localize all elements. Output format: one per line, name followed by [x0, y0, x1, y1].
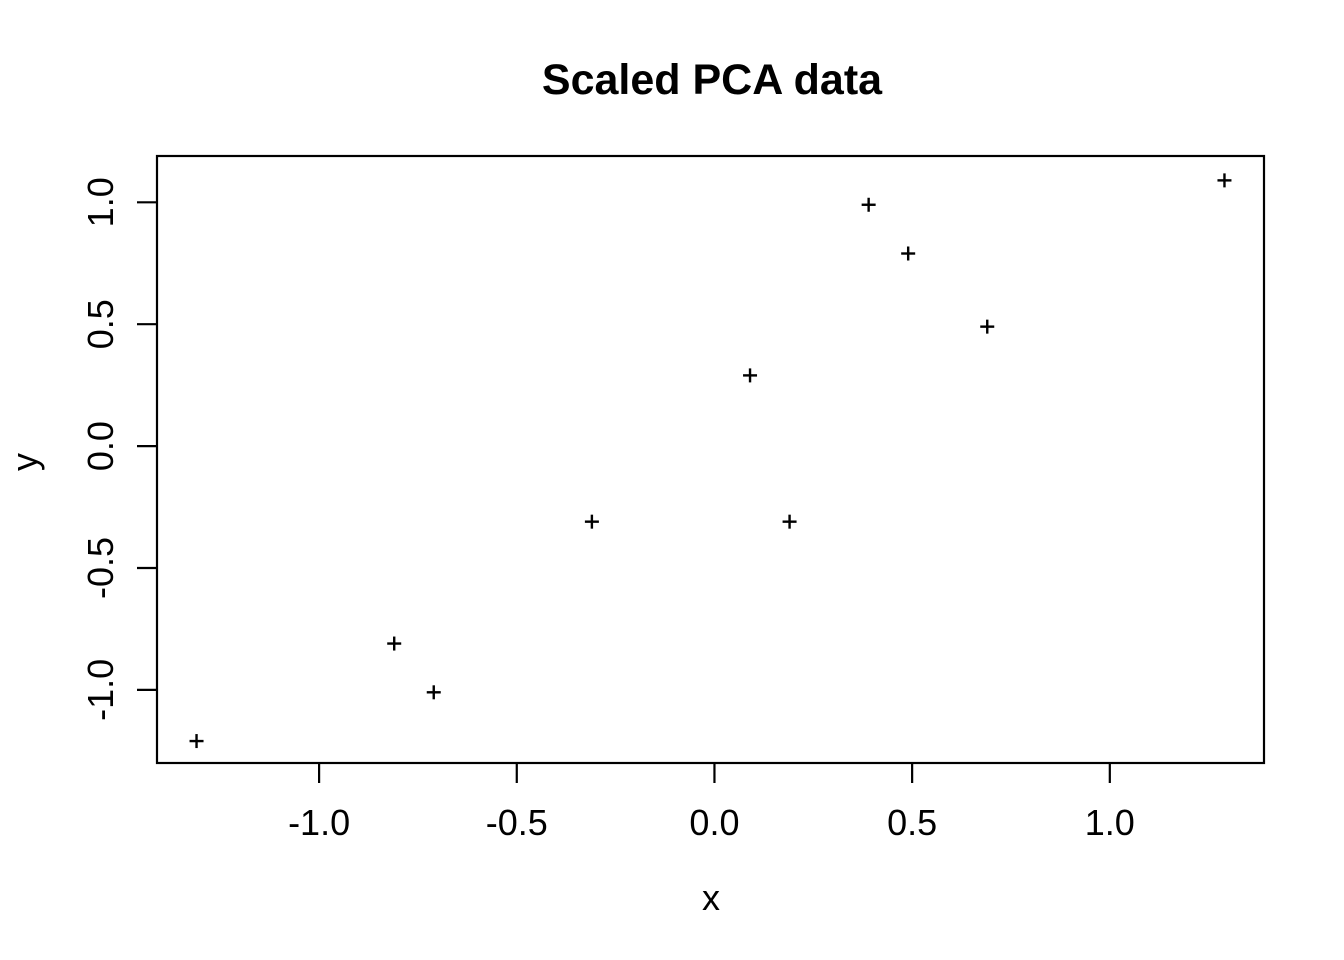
y-axis-tick-label: 0.5 [80, 299, 121, 349]
plot-frame [155, 154, 1266, 765]
x-axis-tick-label: -0.5 [486, 802, 548, 843]
data-point-marker [743, 368, 758, 383]
data-point-marker [861, 197, 876, 212]
data-point-marker [782, 514, 797, 529]
y-axis-tick-label: 1.0 [80, 177, 121, 227]
y-axis-tick-label: 0.0 [80, 421, 121, 471]
data-point-marker [901, 246, 916, 261]
x-axis-tick-label: 0.5 [887, 802, 937, 843]
data-points [189, 173, 1232, 749]
y-axis: -1.0 -0.5 0.0 0.5 1.0 [80, 177, 157, 721]
y-axis-tick-label: -0.5 [80, 537, 121, 599]
data-point-marker [1217, 173, 1232, 188]
x-axis-tick-label: 1.0 [1085, 802, 1135, 843]
data-point-marker [387, 636, 402, 651]
x-axis-label: x [702, 877, 720, 918]
chart-title: Scaled PCA data [542, 56, 883, 104]
y-axis-label: y [4, 453, 45, 471]
data-point-marker [189, 734, 204, 749]
x-axis: -1.0 -0.5 0.0 0.5 1.0 [288, 763, 1135, 843]
data-point-marker [426, 685, 441, 700]
data-point-marker [980, 319, 995, 334]
x-axis-tick-label: -1.0 [288, 802, 350, 843]
y-axis-tick-label: -1.0 [80, 659, 121, 721]
x-axis-tick-label: 0.0 [689, 802, 739, 843]
data-point-marker [584, 514, 599, 529]
